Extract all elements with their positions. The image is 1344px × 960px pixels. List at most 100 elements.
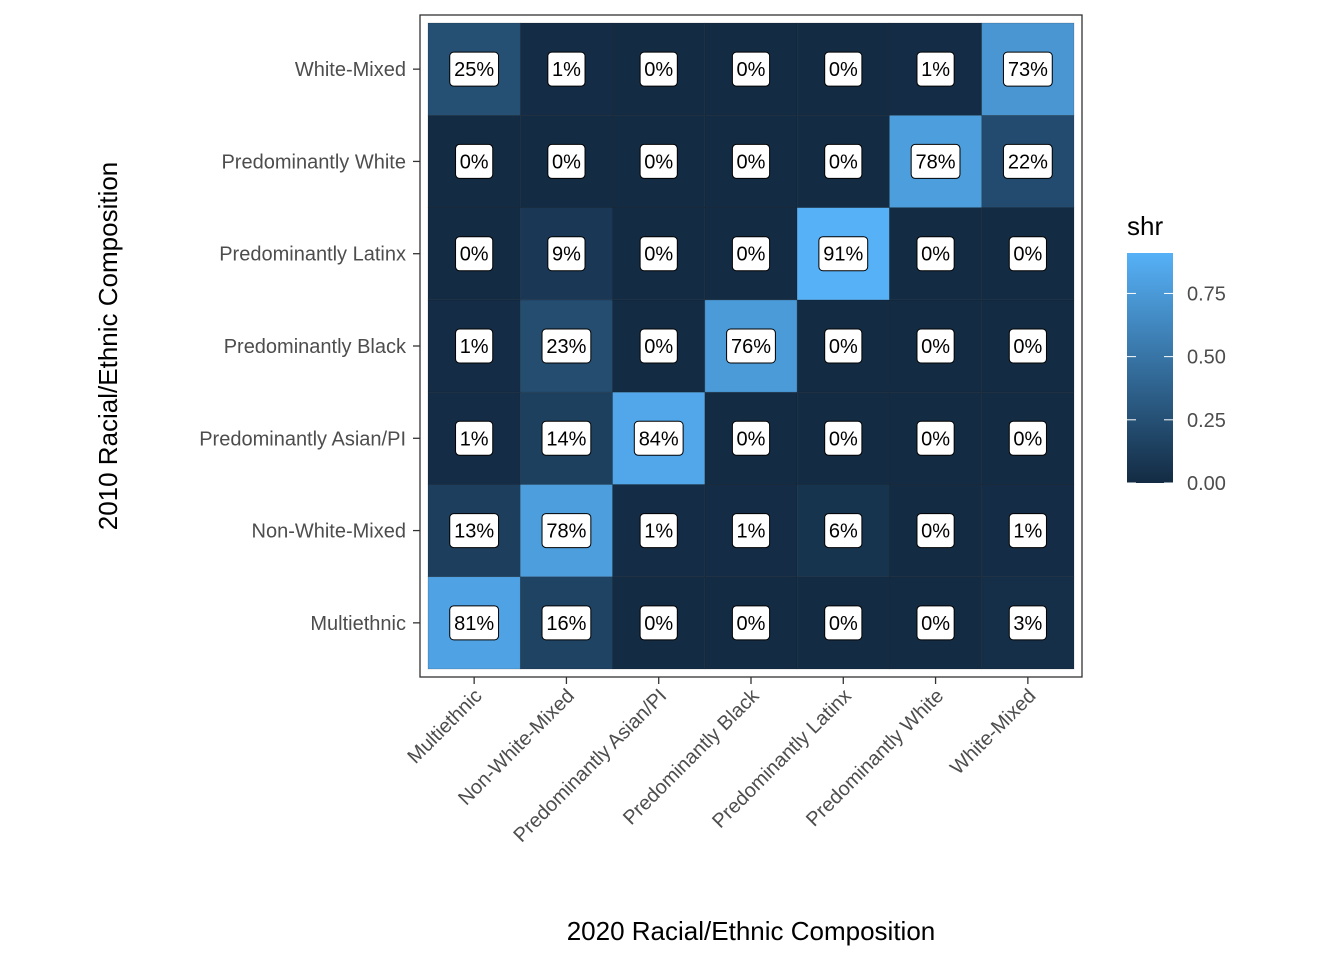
cell-value-box [731, 51, 771, 87]
y-tick-label: Predominantly Latinx [219, 244, 406, 266]
cell-value-text: 0% [921, 244, 950, 266]
cell-value-text: 0% [644, 336, 673, 358]
cell-value-label: 0% [916, 513, 955, 549]
heatmap-cell [704, 207, 798, 301]
cell-value-text: 0% [737, 613, 766, 635]
cell-value-label: 0% [916, 605, 955, 641]
cell-value-text: 1% [460, 336, 489, 358]
cell-value-label: 81% [449, 605, 500, 641]
cell-value-box [916, 605, 955, 641]
cell-value-label: 0% [916, 328, 955, 364]
cell-value-text: 0% [737, 244, 766, 266]
cell-value-text: 1% [552, 59, 581, 81]
cell-value-box [916, 513, 955, 549]
cell-value-label: 78% [910, 143, 961, 179]
y-tick-label: Multiethnic [310, 613, 406, 635]
cell-value-label: 1% [455, 420, 494, 456]
cell-value-text: 1% [1013, 521, 1042, 543]
cell-value-label: 0% [639, 236, 678, 272]
cell-value-box [547, 143, 586, 179]
cell-value-label: 0% [639, 605, 678, 641]
cell-value-box [639, 51, 678, 87]
cell-value-text: 9% [552, 244, 581, 266]
cell-value-box [1002, 51, 1053, 87]
legend-tick-label: 0.25 [1187, 410, 1226, 432]
cell-value-text: 0% [921, 336, 950, 358]
cell-value-box [824, 328, 863, 364]
cell-value-text: 81% [454, 613, 494, 635]
cell-value-box [639, 236, 678, 272]
legend-tick-label: 0.75 [1187, 283, 1226, 305]
cell-value-box [455, 328, 494, 364]
cell-value-label: 0% [731, 605, 771, 641]
cell-value-text: 0% [1013, 336, 1042, 358]
cell-value-text: 78% [916, 151, 956, 173]
cell-value-box [449, 51, 500, 87]
cell-value-label: 0% [824, 420, 863, 456]
cell-value-box [1002, 143, 1053, 179]
cell-value-label: 0% [824, 605, 863, 641]
cell-value-label: 0% [639, 328, 678, 364]
cell-value-box [731, 143, 771, 179]
cell-value-box [449, 605, 500, 641]
cell-value-label: 6% [824, 513, 863, 549]
cell-value-box [916, 236, 955, 272]
cell-value-box [824, 513, 863, 549]
cell-value-box [455, 143, 494, 179]
cell-value-label: 0% [824, 328, 863, 364]
x-axis: MultiethnicNon-White-MixedPredominantly … [404, 677, 1040, 847]
cell-value-text: 73% [1008, 59, 1048, 81]
cell-value-box [824, 143, 863, 179]
cell-value-label: 22% [1002, 143, 1053, 179]
cell-value-text: 0% [737, 151, 766, 173]
cell-value-box [1008, 236, 1047, 272]
cell-value-box [547, 236, 586, 272]
cell-value-label: 25% [449, 51, 500, 87]
x-tick-label: White-Mixed [946, 685, 1040, 779]
cell-value-label: 91% [818, 236, 869, 272]
cell-value-text: 0% [644, 613, 673, 635]
cell-value-label: 14% [541, 420, 592, 456]
cell-value-text: 0% [644, 151, 673, 173]
cell-value-box [639, 328, 678, 364]
cell-value-box [541, 605, 592, 641]
cell-value-label: 0% [1008, 236, 1047, 272]
legend-tick-label: 0.50 [1187, 347, 1226, 369]
cell-value-label: 0% [731, 51, 771, 87]
cell-value-text: 14% [546, 428, 586, 450]
cell-value-label: 0% [1008, 328, 1047, 364]
cell-value-text: 0% [460, 244, 489, 266]
cell-value-text: 0% [829, 428, 858, 450]
cell-value-box [916, 51, 955, 87]
cell-value-label: 0% [731, 143, 771, 179]
legend-ticks: 0.00 0.25 0.50 0.75 [1127, 283, 1226, 495]
cell-value-label: 13% [449, 513, 500, 549]
cell-value-label: 23% [541, 328, 592, 364]
cell-value-box [633, 420, 684, 456]
cell-value-box [731, 236, 771, 272]
cell-value-box [639, 513, 678, 549]
legend-colorbar [1127, 253, 1173, 483]
cell-value-text: 84% [639, 428, 679, 450]
cell-value-label: 0% [824, 143, 863, 179]
cell-value-text: 1% [644, 521, 673, 543]
cell-value-label: 0% [731, 236, 771, 272]
cell-value-label: 76% [726, 328, 776, 364]
cell-value-label: 1% [639, 513, 678, 549]
cell-value-text: 0% [829, 59, 858, 81]
cell-value-label: 0% [547, 143, 586, 179]
cell-value-label: 1% [1008, 513, 1047, 549]
cell-value-text: 0% [829, 151, 858, 173]
cell-value-box [824, 605, 863, 641]
cell-value-box [1008, 328, 1047, 364]
cell-value-text: 0% [737, 59, 766, 81]
cell-value-label: 0% [455, 143, 494, 179]
cell-value-text: 1% [460, 428, 489, 450]
cell-value-label: 84% [633, 420, 684, 456]
legend: shr 0.00 0.25 0.50 0.75 [1127, 211, 1226, 495]
cell-value-text: 0% [829, 613, 858, 635]
cell-value-text: 13% [454, 521, 494, 543]
cell-value-box [916, 328, 955, 364]
x-axis-title: 2020 Racial/Ethnic Composition [567, 916, 936, 946]
